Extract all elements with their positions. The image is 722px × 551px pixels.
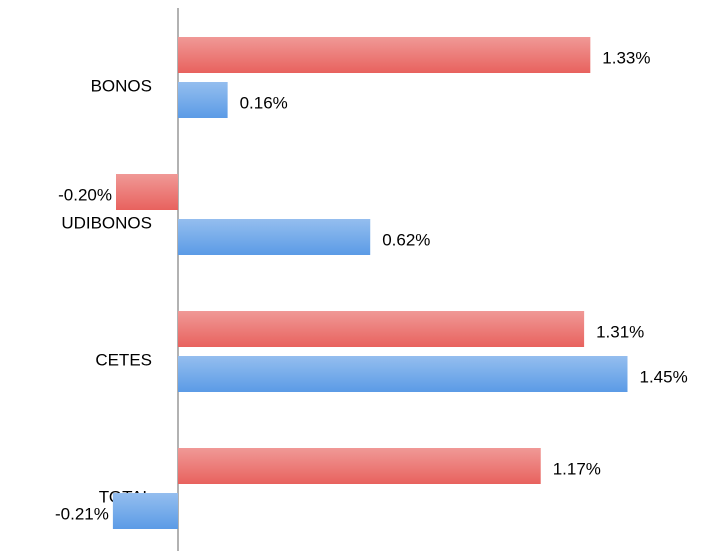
category-label: CETES	[95, 350, 152, 369]
category-label: UDIBONOS	[61, 213, 152, 232]
value-label: 0.16%	[240, 93, 288, 112]
bar-sheen	[178, 37, 591, 73]
value-label: 1.45%	[640, 367, 688, 386]
bar-sheen	[178, 448, 541, 484]
value-label: 1.31%	[596, 322, 644, 341]
value-label: -0.20%	[58, 185, 112, 204]
bar-sheen	[116, 174, 178, 210]
value-label: 1.17%	[553, 459, 601, 478]
bar-sheen	[112, 493, 178, 529]
value-label: 1.33%	[602, 48, 650, 67]
bar-sheen	[178, 219, 371, 255]
bar-sheen	[178, 356, 628, 392]
bar-sheen	[178, 311, 585, 347]
value-label: 0.62%	[382, 230, 430, 249]
category-label: BONOS	[91, 76, 152, 95]
value-label: -0.21%	[55, 504, 109, 523]
bar-sheen	[178, 82, 228, 118]
